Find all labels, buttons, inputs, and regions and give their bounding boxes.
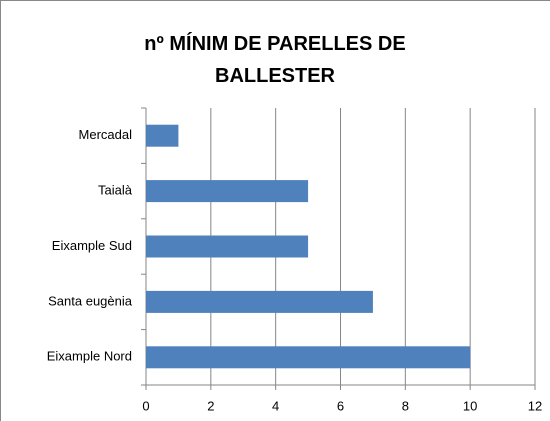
bar bbox=[146, 235, 309, 258]
y-tick-label: Eixample Nord bbox=[47, 349, 132, 364]
x-tick-label: 10 bbox=[463, 398, 477, 413]
bar bbox=[146, 290, 373, 313]
y-tick-label: Eixample Sud bbox=[52, 238, 132, 253]
x-tick-label: 8 bbox=[402, 398, 409, 413]
y-tick-label: Santa eugènia bbox=[48, 293, 133, 308]
bar bbox=[146, 180, 309, 203]
y-tick-label: Mercadal bbox=[79, 127, 133, 142]
bar bbox=[146, 346, 471, 369]
chart-title: nº MÍNIM DE PARELLES DE BALLESTER bbox=[144, 33, 406, 87]
x-tick-label: 2 bbox=[207, 398, 214, 413]
x-tick-label: 12 bbox=[528, 398, 542, 413]
y-tick-label: Taialà bbox=[98, 183, 133, 198]
x-tick-label: 6 bbox=[337, 398, 344, 413]
x-tick-label: 4 bbox=[272, 398, 279, 413]
bar bbox=[146, 124, 179, 147]
x-tick-label: 0 bbox=[142, 398, 149, 413]
